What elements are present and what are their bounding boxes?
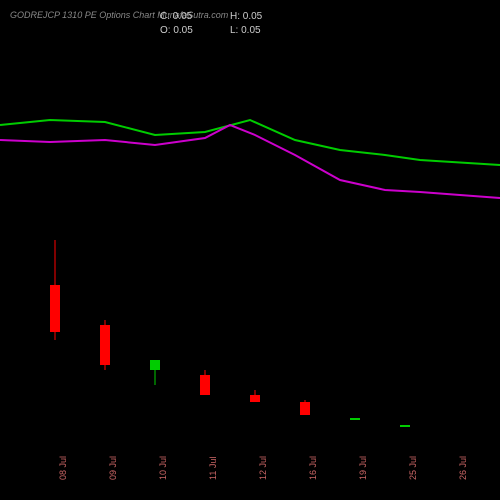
candle-body bbox=[250, 395, 260, 402]
x-axis-label: 10 Jul bbox=[158, 456, 168, 480]
candle-body bbox=[150, 360, 160, 370]
candle-body bbox=[400, 425, 410, 427]
candle-body bbox=[350, 418, 360, 420]
open-value: O: 0.05 bbox=[160, 24, 230, 38]
high-value: H: 0.05 bbox=[230, 10, 300, 24]
x-axis: 08 Jul 09 Jul 10 Jul 11 Jul 12 Jul 16 Jul 19 J… bbox=[0, 440, 500, 495]
x-axis-label: 08 Jul bbox=[58, 456, 68, 480]
candle-body bbox=[100, 325, 110, 365]
candle-body bbox=[200, 375, 210, 395]
x-axis-label: 26 Jul bbox=[458, 456, 468, 480]
close-value: C: 0.05 bbox=[160, 10, 230, 24]
low-value: L: 0.05 bbox=[230, 24, 300, 38]
x-axis-label: 11 Jul bbox=[208, 457, 218, 480]
ohlc-display: C: 0.05 H: 0.05 O: 0.05 L: 0.05 bbox=[160, 10, 300, 38]
x-axis-label: 16 Jul bbox=[308, 456, 318, 480]
candle-body bbox=[300, 402, 310, 415]
price-chart bbox=[0, 50, 500, 440]
x-axis-label: 09 Jul bbox=[108, 456, 118, 480]
chart-container: GODREJCP 1310 PE Options Chart MunafaSut… bbox=[0, 0, 500, 500]
x-axis-label: 12 Jul bbox=[258, 456, 268, 480]
candle-body bbox=[50, 285, 60, 332]
x-axis-label: 19 Jul bbox=[358, 456, 368, 480]
x-axis-label: 25 Jul bbox=[408, 456, 418, 480]
